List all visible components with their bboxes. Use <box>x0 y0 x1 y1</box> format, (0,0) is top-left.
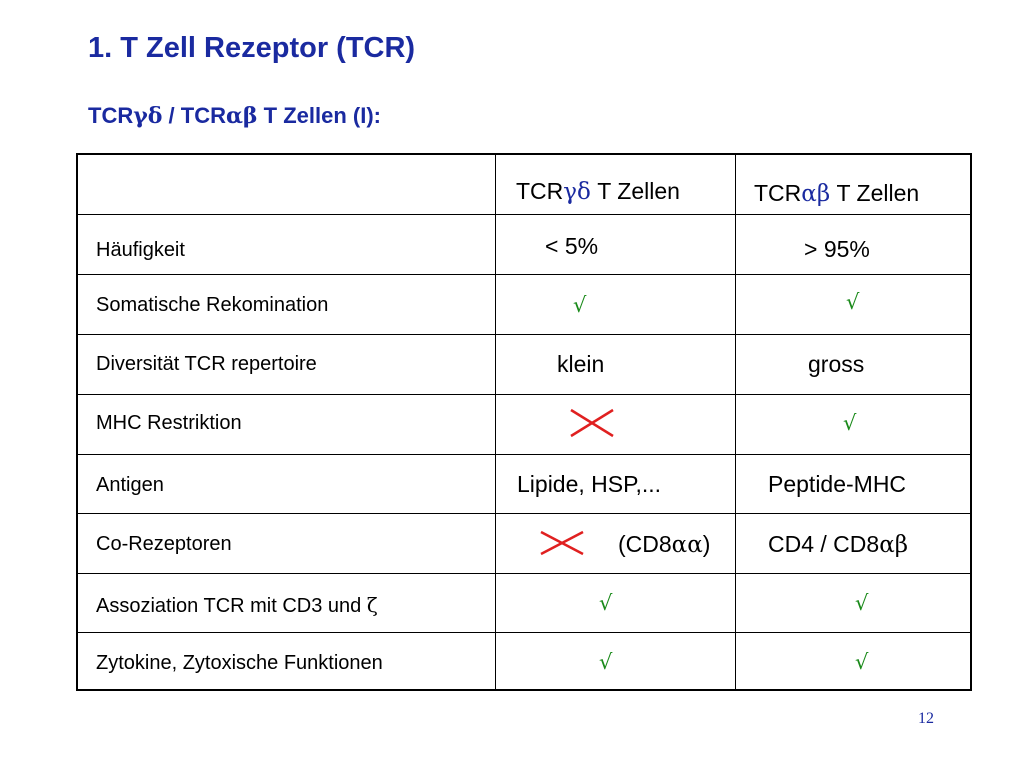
header-gd-suffix: T Zellen <box>590 178 680 204</box>
column-divider <box>735 155 736 689</box>
check-icon: √ <box>599 650 613 674</box>
value-gd-antigen: Lipide, HSP,... <box>517 471 662 497</box>
assoziation-prefix: Assoziation TCR mit CD3 und <box>96 595 367 617</box>
row-label-co-rezeptoren: Co-Rezeptoren <box>96 533 232 555</box>
row-divider <box>78 573 970 574</box>
check-icon: √ <box>855 591 869 615</box>
page-number: 12 <box>918 710 934 727</box>
value-gd-diversitaet: klein <box>557 351 605 377</box>
row-divider <box>78 394 970 395</box>
check-icon: √ <box>843 411 857 435</box>
row-divider <box>78 214 970 215</box>
header-gd-greek: γδ <box>563 179 591 205</box>
co-rezeptoren-gd-greek: αα <box>671 532 703 558</box>
row-label-antigen: Antigen <box>96 474 164 496</box>
value-ab-co-rezeptoren: CD4 / CD8αβ <box>768 531 908 558</box>
header-gd: TCRγδ T Zellen <box>516 178 680 205</box>
value-ab-haeufigkeit: > 95% <box>804 236 870 262</box>
row-divider <box>78 454 970 455</box>
co-rezeptoren-ab-prefix: CD4 / CD8 <box>768 531 880 557</box>
value-gd-co-rezeptoren: (CD8αα) <box>618 531 710 558</box>
row-divider <box>78 513 970 514</box>
row-divider <box>78 334 970 335</box>
row-label-mhc-restriktion: MHC Restriktion <box>96 412 242 434</box>
comparison-table: TCRγδ T Zellen TCRαβ T Zellen Häufigkeit… <box>76 153 972 691</box>
check-icon: √ <box>573 293 587 317</box>
value-ab-antigen: Peptide-MHC <box>768 471 907 497</box>
co-rezeptoren-ab-greek: αβ <box>879 532 909 558</box>
check-icon: √ <box>599 591 613 615</box>
header-ab-prefix: TCR <box>754 180 802 206</box>
header-ab-greek: αβ <box>801 181 831 207</box>
row-label-somatische-rekomination: Somatische Rekomination <box>96 294 329 316</box>
column-divider <box>495 155 496 689</box>
row-label-assoziation: Assoziation TCR mit CD3 und ζ <box>96 593 378 618</box>
row-label-haeufigkeit: Häufigkeit <box>96 239 185 261</box>
subtitle-greek-gd: γδ <box>133 103 163 129</box>
row-label-zytokine: Zytokine, Zytoxische Funktionen <box>96 652 383 674</box>
co-rezeptoren-gd-suffix: ) <box>702 531 711 557</box>
subtitle-suffix: T Zellen (I): <box>257 103 381 128</box>
red-cross-icon <box>540 530 584 556</box>
assoziation-greek: ζ <box>366 593 378 617</box>
header-gd-prefix: TCR <box>516 178 564 204</box>
subtitle-greek-ab: αβ <box>225 103 258 129</box>
check-icon: √ <box>846 290 860 314</box>
row-divider <box>78 632 970 633</box>
co-rezeptoren-gd-prefix: (CD8 <box>618 531 672 557</box>
value-gd-haeufigkeit: < 5% <box>545 233 599 259</box>
check-icon: √ <box>855 650 869 674</box>
header-ab-suffix: T Zellen <box>830 180 920 206</box>
row-label-diversitaet: Diversität TCR repertoire <box>96 353 317 375</box>
subtitle-mid: / TCR <box>162 103 226 128</box>
header-ab: TCRαβ T Zellen <box>754 180 919 207</box>
slide-subtitle: TCRγδ / TCRαβ T Zellen (I): <box>88 103 381 129</box>
value-ab-diversitaet: gross <box>808 351 865 377</box>
row-divider <box>78 274 970 275</box>
subtitle-prefix: TCR <box>88 103 134 128</box>
slide-title: 1. T Zell Rezeptor (TCR) <box>88 32 416 64</box>
red-cross-icon <box>570 408 614 438</box>
